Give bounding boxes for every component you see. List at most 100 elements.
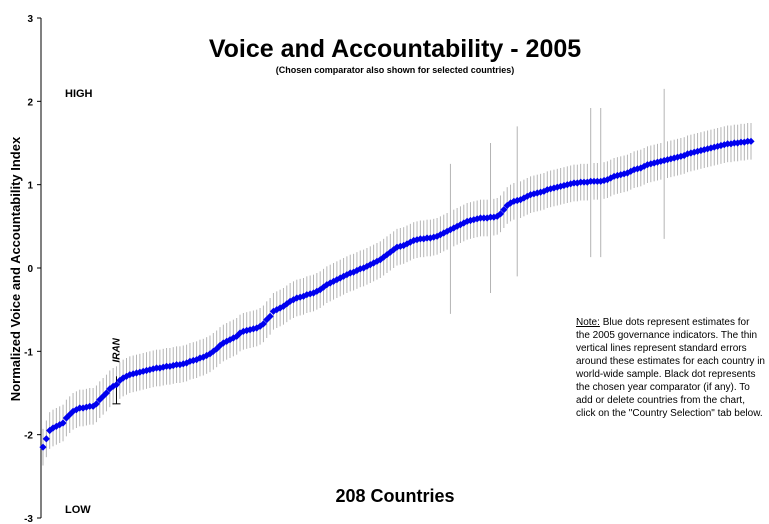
estimate-point	[59, 419, 67, 427]
estimate-point	[363, 262, 371, 270]
estimate-point	[653, 158, 662, 166]
estimate-point	[396, 242, 404, 250]
estimate-point	[283, 300, 291, 308]
estimate-point	[139, 367, 147, 375]
estimate-point	[256, 322, 264, 330]
estimate-point	[563, 181, 571, 189]
comparator-bar	[112, 376, 121, 405]
estimate-point	[460, 219, 468, 227]
estimate-point	[319, 283, 328, 291]
estimate-point	[530, 190, 538, 198]
estimate-point	[707, 144, 715, 152]
estimate-point	[520, 194, 528, 202]
high-label: HIGH	[65, 88, 93, 100]
estimate-point	[266, 312, 274, 320]
estimate-point	[329, 277, 338, 285]
estimate-point	[69, 407, 77, 415]
estimate-point	[450, 224, 458, 232]
y-tick-label: -3	[24, 514, 33, 524]
estimate-point	[106, 385, 114, 393]
estimate-point	[503, 201, 511, 210]
chart-title: Voice and Accountability - 2005	[209, 35, 581, 63]
estimate-point	[102, 389, 111, 397]
estimate-point	[697, 146, 705, 155]
estimate-point	[42, 435, 50, 443]
estimate-point	[249, 325, 257, 333]
estimate-point	[52, 422, 60, 430]
y-tick-label: -2	[24, 431, 33, 442]
estimate-point	[547, 185, 555, 193]
estimate-point	[223, 337, 231, 345]
estimate-point	[633, 165, 642, 173]
estimate-point	[39, 443, 47, 451]
estimate-point	[273, 306, 281, 314]
estimate-point	[356, 265, 364, 273]
estimate-point	[496, 210, 505, 218]
estimate-point	[166, 362, 174, 370]
estimate-point	[149, 365, 157, 373]
y-tick-label: 3	[27, 14, 33, 25]
estimate-point	[56, 421, 64, 429]
estimate-point	[233, 332, 241, 340]
estimate-point	[206, 350, 214, 358]
chart-subtitle: (Chosen comparator also shown for select…	[276, 65, 515, 75]
estimate-point	[129, 370, 137, 378]
estimate-point	[510, 197, 518, 205]
estimate-point	[109, 382, 117, 390]
estimate-point	[430, 233, 438, 241]
estimate-point	[99, 392, 107, 400]
estimate-point	[573, 179, 581, 187]
estimate-point	[643, 161, 652, 169]
estimate-point	[557, 182, 565, 190]
estimate-point	[443, 227, 451, 235]
note-lead: Note:	[576, 317, 600, 328]
estimate-point	[92, 400, 101, 408]
estimate-point	[179, 360, 187, 368]
estimate-point	[483, 214, 491, 222]
estimate-point	[500, 206, 508, 214]
estimate-point	[734, 139, 742, 147]
y-tick-label: 0	[27, 264, 33, 275]
estimate-point	[72, 406, 80, 414]
note-text: Blue dots represent estimates for the 20…	[576, 317, 765, 419]
estimate-point	[433, 232, 441, 240]
estimate-point	[213, 345, 221, 353]
estimate-point	[89, 402, 97, 410]
note-box: Note: Blue dots represent estimates for …	[576, 316, 766, 420]
estimate-point	[209, 347, 217, 355]
highlight-country-label: IRAN	[111, 337, 122, 362]
y-tick-label: 2	[27, 97, 33, 108]
estimate-point	[122, 372, 131, 380]
estimate-point	[112, 381, 121, 389]
estimate-point	[259, 320, 268, 328]
low-label: LOW	[65, 504, 91, 516]
estimate-point	[456, 221, 465, 229]
estimate-points	[39, 137, 755, 451]
y-axis-ticks: 3 2 1 0 -1 -2 -3	[24, 14, 41, 524]
estimate-point	[386, 248, 394, 256]
estimate-point	[747, 137, 755, 145]
estimate-point	[714, 142, 722, 150]
y-tick-label: -1	[24, 347, 33, 358]
estimate-point	[600, 176, 608, 185]
estimate-point	[186, 357, 194, 365]
estimate-point	[380, 253, 388, 261]
estimate-point	[406, 238, 414, 246]
estimate-point	[333, 276, 341, 284]
x-axis-label: 208 Countries	[335, 486, 454, 506]
estimate-point	[687, 149, 695, 157]
estimate-point	[373, 257, 381, 265]
estimate-point	[66, 411, 74, 419]
estimate-point	[680, 151, 688, 160]
estimate-point	[299, 292, 308, 300]
estimate-point	[670, 154, 678, 162]
estimate-point	[553, 183, 561, 191]
estimate-point	[390, 246, 398, 254]
estimate-point	[740, 138, 748, 146]
estimate-point	[607, 174, 615, 182]
estimate-point	[537, 188, 545, 196]
estimate-point	[306, 290, 314, 298]
estimate-point	[239, 327, 247, 335]
estimate-point	[660, 156, 668, 165]
